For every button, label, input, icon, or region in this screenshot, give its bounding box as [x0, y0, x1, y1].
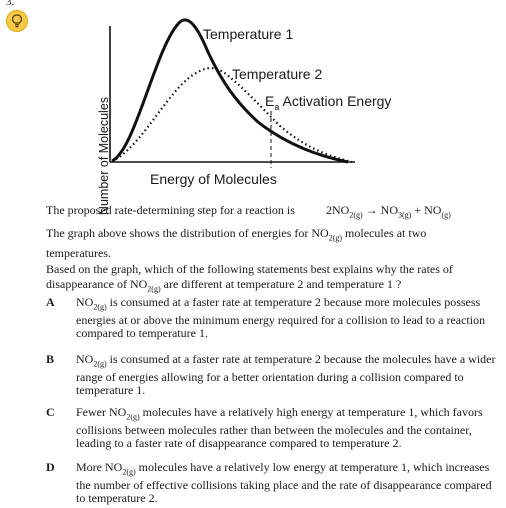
answer-option-d[interactable]: D More NO2(g) molecules have a relativel…	[46, 460, 496, 506]
temperature-1-curve	[111, 18, 349, 164]
hint-button[interactable]	[6, 10, 28, 32]
stem-line-2: The graph above shows the distribution o…	[46, 226, 427, 260]
option-text: NO2(g) is consumed at a faster rate at t…	[76, 295, 486, 341]
option-letter: B	[46, 352, 55, 366]
option-text: NO2(g) is consumed at a faster rate at t…	[76, 352, 496, 398]
stem-line-1: The proposed rate-determining step for a…	[46, 203, 295, 217]
energy-distribution-graph	[109, 18, 355, 168]
question-stem: Based on the graph, which of the followi…	[46, 262, 453, 293]
option-letter: D	[46, 460, 55, 474]
option-letter: A	[46, 295, 55, 309]
option-text: More NO2(g) molecules have a relatively …	[76, 460, 492, 506]
question-number: 3.	[6, 0, 15, 8]
x-axis-label: Energy of Molecules	[150, 171, 277, 187]
option-letter: C	[46, 405, 55, 419]
answer-option-c[interactable]: C Fewer NO2(g) molecules have a relative…	[46, 405, 496, 451]
activation-energy-label: Ea Activation Energy	[265, 93, 392, 112]
lightbulb-icon	[11, 14, 23, 28]
reaction-equation: 2NO2(g) → NO3(g) + NO(g)	[326, 203, 451, 220]
answer-option-a[interactable]: A NO2(g) is consumed at a faster rate at…	[46, 295, 496, 341]
temperature-2-curve	[111, 67, 353, 164]
option-text: Fewer NO2(g) molecules have a relatively…	[76, 405, 483, 451]
answer-option-b[interactable]: B NO2(g) is consumed at a faster rate at…	[46, 352, 496, 398]
temperature-2-label: Temperature 2	[232, 66, 323, 82]
temperature-1-label: Temperature 1	[203, 26, 294, 42]
